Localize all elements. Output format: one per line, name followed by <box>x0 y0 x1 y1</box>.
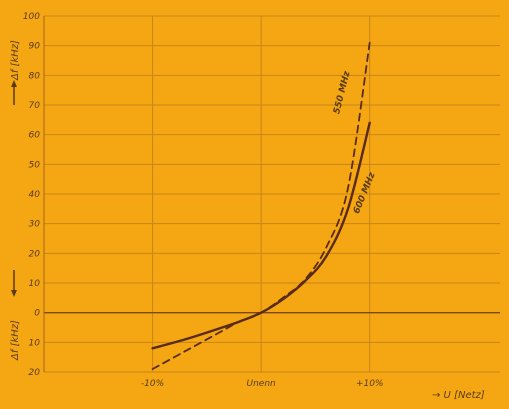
y-axis-label-bottom-text: Δf [kHz] <box>10 320 21 361</box>
x-tick-label: -10% <box>141 379 164 389</box>
y-axis-arrow-bottom <box>11 270 17 297</box>
series-line-1 <box>151 121 371 350</box>
grid <box>44 15 500 373</box>
y-tick-label: 60 <box>29 131 41 141</box>
y-tick-label: 0 <box>34 309 40 319</box>
x-tick-label: Unenn <box>247 379 277 389</box>
y-tick-label: 70 <box>29 101 41 111</box>
series-label-group-0: 550 MHz <box>332 70 352 116</box>
y-tick-label: 90 <box>29 42 41 52</box>
axes <box>43 16 500 372</box>
y-tick-label: 80 <box>29 71 41 81</box>
y-tick-label: 30 <box>29 220 41 230</box>
y-tick-label: 100 <box>23 12 40 22</box>
x-axis-label: → U [Netz] <box>432 390 485 401</box>
x-tick-label: +10% <box>356 379 384 389</box>
y-tick-label: 10 <box>29 279 41 289</box>
y-axis-label-bottom: Δf [kHz] <box>10 320 21 361</box>
y-axis-label-top-text: Δf [kHz] <box>10 40 21 81</box>
series-label-0: 550 MHz <box>332 70 352 116</box>
y-axis-label-top: Δf [kHz] <box>10 40 21 81</box>
y-tick-label: 40 <box>29 190 41 200</box>
y-tick-label: 50 <box>29 160 41 170</box>
series-lines <box>151 41 371 370</box>
y-tick-label: 10 <box>29 338 41 348</box>
y-tick-label: 20 <box>29 368 41 378</box>
y-axis-arrow-top <box>11 80 17 105</box>
y-tick-label: 20 <box>29 249 41 259</box>
